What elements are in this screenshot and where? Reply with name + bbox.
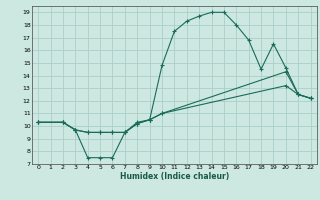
- X-axis label: Humidex (Indice chaleur): Humidex (Indice chaleur): [120, 172, 229, 181]
